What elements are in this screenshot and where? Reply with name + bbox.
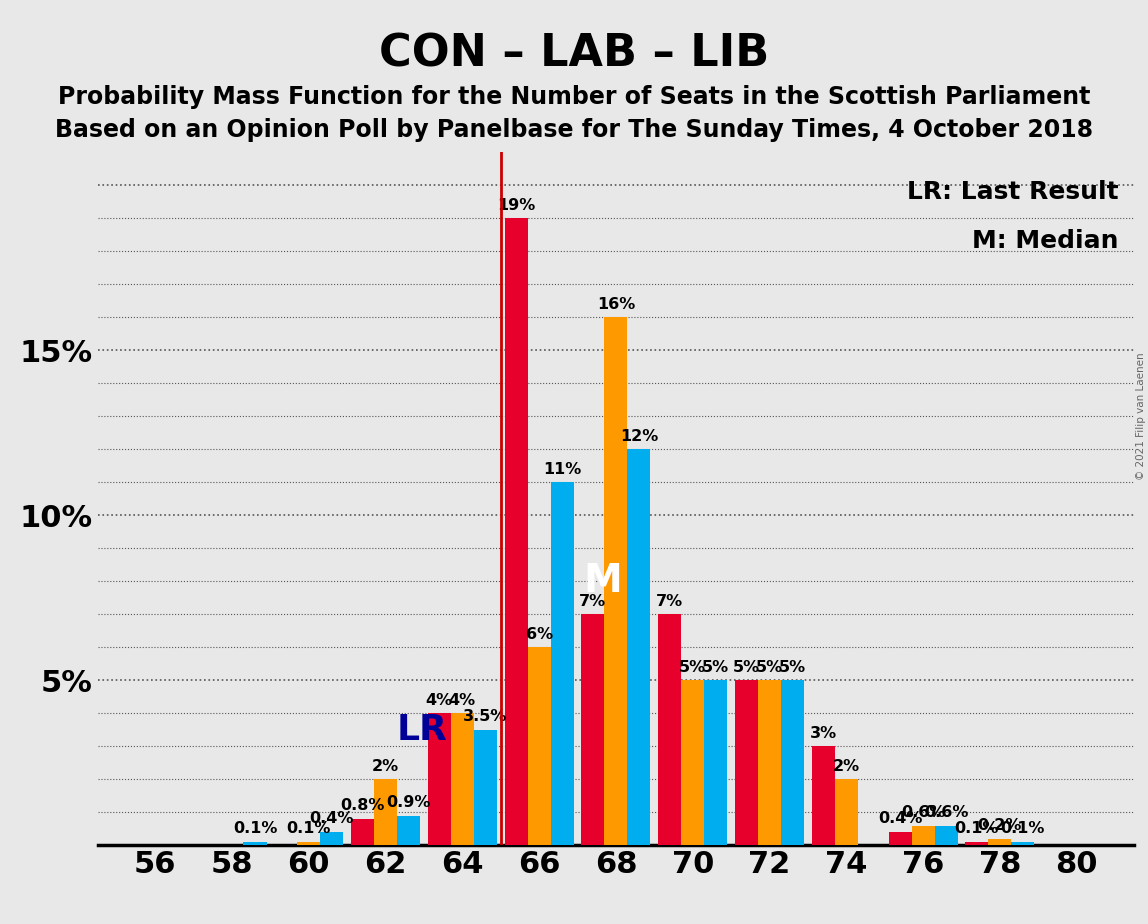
Bar xyxy=(988,839,1011,845)
Text: 5%: 5% xyxy=(755,660,783,675)
Bar xyxy=(243,842,266,845)
Bar xyxy=(758,680,781,845)
Bar xyxy=(912,826,934,845)
Bar xyxy=(781,680,804,845)
Text: 2%: 2% xyxy=(832,759,860,773)
Text: LR: LR xyxy=(397,713,448,747)
Bar xyxy=(934,826,957,845)
Bar xyxy=(397,816,420,845)
Bar xyxy=(528,648,551,845)
Text: 0.8%: 0.8% xyxy=(340,798,385,813)
Text: 11%: 11% xyxy=(543,461,581,477)
Text: 12%: 12% xyxy=(620,429,658,444)
Text: 3%: 3% xyxy=(809,725,837,740)
Text: 4%: 4% xyxy=(426,692,452,708)
Bar xyxy=(658,614,681,845)
Bar xyxy=(812,747,835,845)
Bar xyxy=(374,780,397,845)
Bar xyxy=(681,680,704,845)
Text: 0.1%: 0.1% xyxy=(287,821,331,836)
Text: 6%: 6% xyxy=(526,626,552,641)
Bar xyxy=(428,713,451,845)
Bar xyxy=(835,780,858,845)
Bar xyxy=(581,614,604,845)
Text: 16%: 16% xyxy=(597,297,635,311)
Text: 0.1%: 0.1% xyxy=(955,821,999,836)
Text: 7%: 7% xyxy=(657,593,683,609)
Text: 5%: 5% xyxy=(732,660,760,675)
Bar xyxy=(320,833,343,845)
Text: 5%: 5% xyxy=(779,660,806,675)
Text: 0.6%: 0.6% xyxy=(924,805,968,820)
Text: 0.2%: 0.2% xyxy=(978,818,1022,833)
Text: LR: Last Result: LR: Last Result xyxy=(907,180,1118,204)
Text: 2%: 2% xyxy=(372,759,400,773)
Text: 4%: 4% xyxy=(449,692,476,708)
Text: 0.4%: 0.4% xyxy=(310,811,354,826)
Text: © 2021 Filip van Laenen: © 2021 Filip van Laenen xyxy=(1135,352,1146,480)
Bar xyxy=(604,318,628,845)
Bar xyxy=(351,819,374,845)
Bar xyxy=(1011,842,1034,845)
Text: Probability Mass Function for the Number of Seats in the Scottish Parliament: Probability Mass Function for the Number… xyxy=(57,85,1091,109)
Bar xyxy=(889,833,912,845)
Text: Based on an Opinion Poll by Panelbase for The Sunday Times, 4 October 2018: Based on an Opinion Poll by Panelbase fo… xyxy=(55,118,1093,142)
Text: 3.5%: 3.5% xyxy=(463,709,507,724)
Text: 7%: 7% xyxy=(580,593,606,609)
Bar xyxy=(551,482,574,845)
Bar xyxy=(628,449,651,845)
Text: 0.4%: 0.4% xyxy=(878,811,922,826)
Bar xyxy=(965,842,988,845)
Text: 0.1%: 0.1% xyxy=(1001,821,1045,836)
Bar xyxy=(505,218,528,845)
Text: M: Median: M: Median xyxy=(972,229,1118,252)
Text: 5%: 5% xyxy=(680,660,706,675)
Bar xyxy=(735,680,758,845)
Bar xyxy=(704,680,727,845)
Text: 0.6%: 0.6% xyxy=(901,805,945,820)
Text: 5%: 5% xyxy=(703,660,729,675)
Bar xyxy=(474,730,497,845)
Text: 0.1%: 0.1% xyxy=(233,821,277,836)
Text: 0.9%: 0.9% xyxy=(387,795,430,809)
Bar xyxy=(297,842,320,845)
Text: 19%: 19% xyxy=(497,198,535,213)
Bar xyxy=(451,713,474,845)
Text: M: M xyxy=(583,563,622,601)
Text: CON – LAB – LIB: CON – LAB – LIB xyxy=(379,32,769,76)
